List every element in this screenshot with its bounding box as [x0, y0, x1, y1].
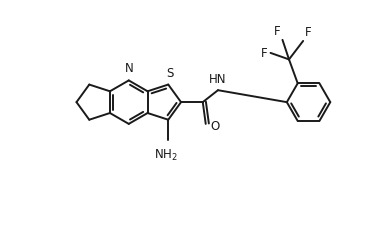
- Text: F: F: [305, 26, 312, 39]
- Text: O: O: [210, 120, 220, 133]
- Text: HN: HN: [209, 73, 227, 86]
- Text: S: S: [167, 66, 174, 79]
- Text: N: N: [125, 62, 133, 75]
- Text: NH$_2$: NH$_2$: [154, 148, 178, 163]
- Text: F: F: [261, 47, 267, 60]
- Text: F: F: [274, 25, 280, 38]
